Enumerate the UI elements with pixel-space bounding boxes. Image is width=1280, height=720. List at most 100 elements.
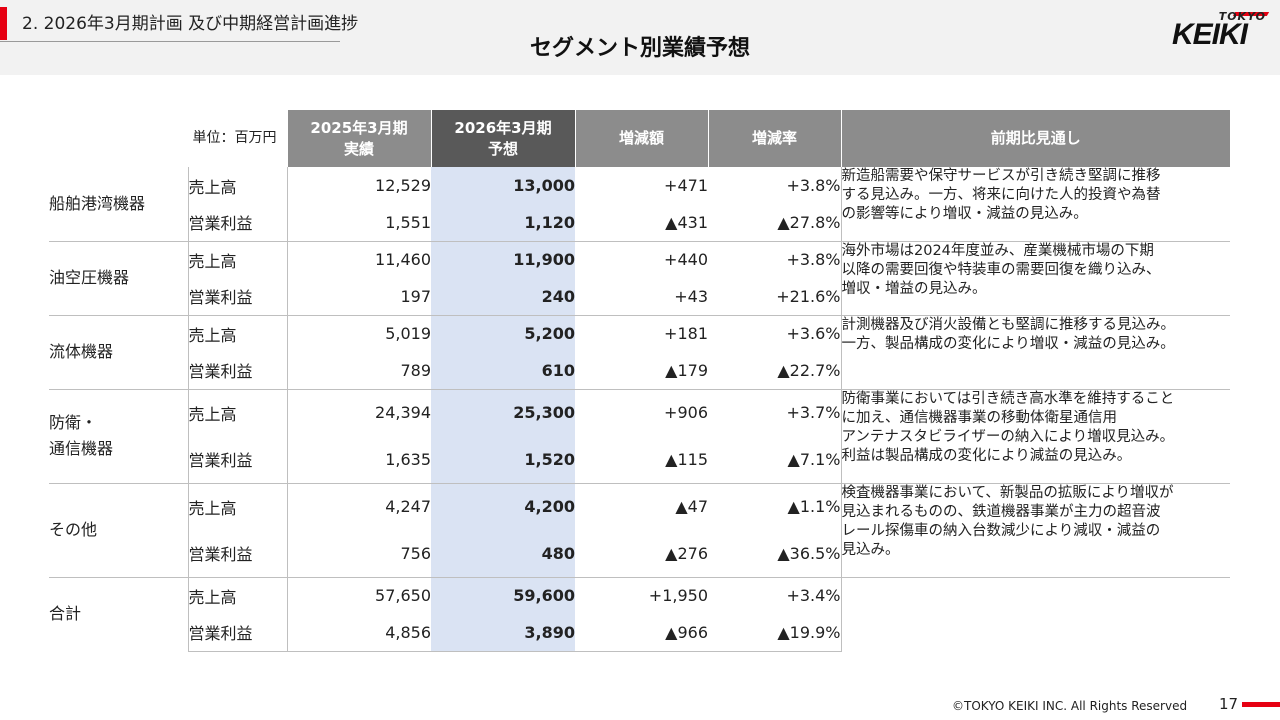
segment-name: その他 <box>49 482 189 577</box>
table-row: その他 売上高 4,247 4,200 ▲47 ▲1.1% 検査機器事業において、新製品の拡… <box>49 482 1230 577</box>
prev-actual-value: 756 <box>400 543 431 563</box>
metric-label: 営業利益 <box>188 278 288 315</box>
prev-actual-value: 197 <box>400 286 431 306</box>
change-rate-value: +3.7% <box>708 388 842 436</box>
prev-actual-value: 11,460 <box>287 240 431 278</box>
change-rate-value: +3.8% <box>708 240 842 278</box>
page-title: セグメント別業績予想 <box>529 36 750 61</box>
change-rate-value: ▲36.5% <box>708 530 842 577</box>
outlook-note: 計測機器及び消火設備とも堅調に推移する見込み。 一方、製品構成の変化により増収・減… <box>841 314 1230 389</box>
copyright: ©TOKYO KEIKI INC. All Rights Reserved <box>952 699 1188 713</box>
header-band <box>0 0 1280 75</box>
forecast-value: 13,000 <box>431 167 575 204</box>
metric-label: 売上高 <box>188 240 288 278</box>
change-value: +471 <box>664 176 708 195</box>
table-row: 流体機器 売上高 5,019 5,200 +181 +3.6% 計測機器及び消火設備とも堅調… <box>49 314 1230 389</box>
change-value: +906 <box>575 388 708 436</box>
change-value: ▲431 <box>665 212 708 232</box>
section-underline <box>0 41 340 42</box>
metric-label: 売上高 <box>188 167 288 204</box>
segment-name: 流体機器 <box>49 314 189 389</box>
change-rate-value: ▲1.1% <box>708 482 842 530</box>
outlook-note: 防衛事業においては引き続き高水準を維持すること に加え、通信機器事業の移動体衛星通… <box>841 388 1230 483</box>
forecast-value: 59,600 <box>431 576 575 614</box>
unit-label: 単位：百万円 <box>49 110 287 167</box>
change-value: +181 <box>575 314 708 352</box>
table-row: 営業利益 1,635 1,520 ▲115 ▲7.1% <box>49 436 1230 483</box>
forecast-value: 5,200 <box>431 314 575 352</box>
col-rate: 増減率 <box>707 110 841 167</box>
logo-keiki-text: KEIKI <box>1172 18 1248 51</box>
metric-label: 営業利益 <box>188 204 288 241</box>
segment-name: 油空圧機器 <box>49 240 189 315</box>
metric-label: 売上高 <box>188 482 288 530</box>
change-rate-value: +21.6% <box>708 278 842 315</box>
forecast-value: 480 <box>431 530 575 577</box>
prev-actual-value: 1,635 <box>385 449 431 469</box>
change-value: ▲966 <box>575 614 708 652</box>
forecast-value: 1,520 <box>431 436 575 483</box>
prev-actual-value: 4,856 <box>287 614 431 652</box>
prev-actual-value: 12,529 <box>375 176 431 195</box>
table-row: 営業利益 197 240 +43 +21.6% <box>49 278 1230 315</box>
prev-actual-value: 789 <box>400 360 431 380</box>
prev-actual-value: 24,394 <box>287 388 431 436</box>
logo-tokyo-text: TOKYO <box>1218 10 1266 23</box>
metric-label: 営業利益 <box>188 436 288 483</box>
col-forecast: 2026年3月期 予想 <box>430 110 575 167</box>
outlook-note <box>841 576 1230 651</box>
forecast-value: 11,900 <box>431 240 575 278</box>
page-accent-bar <box>1242 702 1280 707</box>
section-title: 2. 2026年3月期計画 及び中期経営計画進捗 <box>22 14 359 34</box>
table-row: 船舶港湾機器 売上高 12,529 13,000 +471 +3.8% 新造船需要や保守サー… <box>49 167 1230 241</box>
change-value: +43 <box>674 286 708 306</box>
prev-actual-value: 1,551 <box>385 212 431 232</box>
prev-actual-value: 57,650 <box>287 576 431 614</box>
metric-label: 営業利益 <box>188 352 288 389</box>
prev-actual-value: 4,247 <box>287 482 431 530</box>
change-value: ▲276 <box>665 543 708 563</box>
table-row: 営業利益 756 480 ▲276 ▲36.5% <box>49 530 1230 577</box>
page-number: 17 <box>1219 695 1239 713</box>
change-rate-value: +3.6% <box>708 314 842 352</box>
table-row: 営業利益 4,856 3,890 ▲966 ▲19.9% <box>49 614 1230 652</box>
col-change: 増減額 <box>574 110 708 167</box>
change-value: ▲115 <box>665 449 708 469</box>
metric-label: 売上高 <box>188 576 288 614</box>
change-value: +1,950 <box>575 576 708 614</box>
col-outlook: 前期比見通し <box>840 110 1230 167</box>
segment-forecast-table: 単位：百万円 2025年3月期 実績 2026年3月期 予想 増減額 増減率 前期比… <box>49 110 1230 652</box>
segment-name: 合計 <box>49 576 189 651</box>
outlook-note: 新造船需要や保守サービスが引き続き堅調に推移 する見込み。一方、将来に向けた人的投… <box>841 168 1161 222</box>
outlook-note: 検査機器事業において、新製品の拡販により増収が 見込まれるものの、鉄道機器事業が主… <box>841 482 1230 577</box>
change-rate-value: ▲7.1% <box>708 436 842 483</box>
change-rate-value: +3.4% <box>708 576 842 614</box>
segment-name: 船舶港湾機器 <box>49 167 189 241</box>
change-rate-value: ▲27.8% <box>708 204 842 241</box>
section-accent-bar <box>0 7 7 40</box>
change-rate-value: ▲22.7% <box>708 352 842 389</box>
table-header-row: 単位：百万円 2025年3月期 実績 2026年3月期 予想 増減額 増減率 前期比… <box>49 110 1230 167</box>
table-row: 油空圧機器 売上高 11,460 11,900 +440 +3.8% 海外市場は2024年度… <box>49 240 1230 315</box>
outlook-note: 海外市場は2024年度並み、産業機械市場の下期 以降の需要回復や特装車の需要回復を… <box>841 240 1230 315</box>
metric-label: 売上高 <box>188 388 288 436</box>
segment-name: 防衛・ 通信機器 <box>49 388 189 483</box>
forecast-value: 25,300 <box>431 388 575 436</box>
metric-label: 売上高 <box>188 314 288 352</box>
table-row: 営業利益 1,551 1,120 ▲431 ▲27.8% <box>49 204 1230 241</box>
company-logo: TOKYO KEIKI <box>1170 10 1270 51</box>
forecast-value: 3,890 <box>431 614 575 652</box>
forecast-value: 240 <box>431 278 575 315</box>
metric-label: 営業利益 <box>188 530 288 577</box>
table-row: 合計 売上高 57,650 59,600 +1,950 +3.4% <box>49 576 1230 651</box>
table-row: 防衛・ 通信機器 売上高 24,394 25,300 +906 +3.7% 防衛事業においては… <box>49 388 1230 483</box>
col-prev-actual: 2025年3月期 実績 <box>286 110 431 167</box>
change-value: ▲179 <box>665 360 708 380</box>
change-value: +440 <box>575 240 708 278</box>
prev-actual-value: 5,019 <box>287 314 431 352</box>
table-row: 営業利益 789 610 ▲179 ▲22.7% <box>49 352 1230 389</box>
forecast-value: 1,120 <box>431 204 575 241</box>
metric-label: 営業利益 <box>188 614 288 652</box>
forecast-value: 4,200 <box>431 482 575 530</box>
forecast-value: 610 <box>431 352 575 389</box>
